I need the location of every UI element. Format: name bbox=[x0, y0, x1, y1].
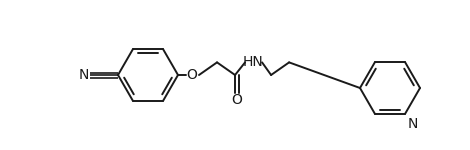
Text: O: O bbox=[232, 93, 243, 107]
Text: N: N bbox=[79, 68, 89, 82]
Text: O: O bbox=[187, 68, 197, 82]
Text: HN: HN bbox=[243, 55, 264, 69]
Text: N: N bbox=[408, 117, 418, 131]
